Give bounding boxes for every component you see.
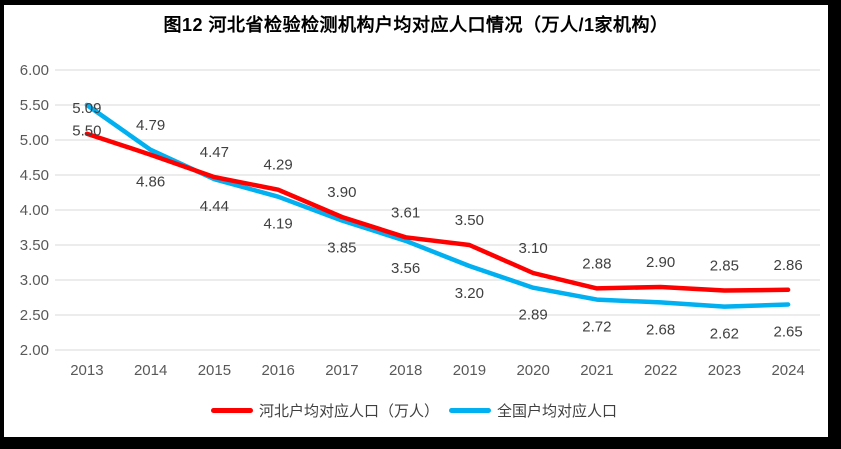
x-axis-tick-label: 2016 — [261, 362, 294, 379]
series-line-national — [84, 102, 791, 309]
data-label-national: 5.50 — [72, 123, 101, 140]
data-label-national: 3.56 — [391, 260, 420, 277]
data-label-hebei: 2.90 — [646, 254, 675, 271]
data-label-national: 2.89 — [519, 307, 548, 324]
frame-border-top — [0, 0, 841, 5]
legend-item-hebei: 河北户均对应人口（万人） — [210, 400, 439, 421]
frame-border-bottom — [0, 437, 841, 449]
data-label-national: 4.19 — [264, 216, 293, 233]
x-axis-tick-label: 2021 — [580, 362, 613, 379]
legend: 河北户均对应人口（万人） 全国户均对应人口 — [0, 400, 828, 420]
data-label-hebei: 3.50 — [455, 212, 484, 229]
y-axis-tick-label: 3.00 — [20, 272, 49, 289]
x-axis-tick-label: 2020 — [516, 362, 549, 379]
data-label-hebei: 3.90 — [327, 184, 356, 201]
x-axis-tick-label: 2014 — [134, 362, 167, 379]
x-axis-tick-label: 2018 — [389, 362, 422, 379]
y-axis-tick-label: 4.50 — [20, 167, 49, 184]
legend-label-hebei: 河北户均对应人口（万人） — [258, 402, 439, 420]
data-label-hebei: 5.09 — [72, 100, 101, 117]
data-label-national: 4.44 — [200, 198, 229, 215]
data-label-hebei: 2.86 — [774, 257, 803, 274]
data-label-national: 3.85 — [327, 240, 356, 257]
data-label-national: 4.86 — [136, 174, 165, 191]
x-axis-tick-label: 2023 — [708, 362, 741, 379]
y-axis-tick-label: 5.00 — [20, 132, 49, 149]
data-label-hebei: 2.85 — [710, 258, 739, 275]
x-axis-tick-label: 2015 — [198, 362, 231, 379]
y-axis-tick-label: 6.00 — [20, 62, 49, 79]
chart-title: 图12 河北省检验检测机构户均对应人口情况（万人/1家机构） — [163, 15, 669, 35]
legend-line-hebei-icon — [210, 407, 253, 413]
frame-border-left — [0, 0, 4, 449]
data-label-hebei: 3.10 — [519, 240, 548, 257]
data-label-hebei: 4.79 — [136, 117, 165, 134]
legend-line-national-icon — [449, 407, 491, 413]
data-label-hebei: 4.29 — [264, 157, 293, 174]
x-axis-tick-label: 2019 — [453, 362, 486, 379]
y-axis-tick-label: 3.50 — [20, 237, 49, 254]
data-label-national: 2.72 — [582, 319, 611, 336]
data-label-hebei: 3.61 — [391, 204, 420, 221]
legend-label-national: 全国户均对应人口 — [497, 402, 618, 420]
data-label-hebei: 4.47 — [200, 144, 229, 161]
y-axis-tick-label: 2.50 — [20, 307, 49, 324]
x-axis-tick-label: 2024 — [771, 362, 804, 379]
x-axis-tick-label: 2022 — [644, 362, 677, 379]
data-label-national: 2.68 — [646, 321, 675, 338]
frame-border-right — [828, 0, 841, 449]
y-axis-tick-label: 4.00 — [20, 202, 49, 219]
x-axis-tick-label: 2017 — [325, 362, 358, 379]
data-label-national: 2.62 — [710, 326, 739, 343]
data-label-national: 2.65 — [774, 324, 803, 341]
series-line-hebei — [84, 131, 791, 293]
y-axis-tick-label: 5.50 — [20, 97, 49, 114]
data-label-national: 3.20 — [455, 285, 484, 302]
data-label-hebei: 2.88 — [582, 255, 611, 272]
y-axis-tick-label: 2.00 — [20, 342, 49, 359]
x-axis-tick-label: 2013 — [70, 362, 103, 379]
legend-item-national: 全国户均对应人口 — [449, 400, 617, 421]
